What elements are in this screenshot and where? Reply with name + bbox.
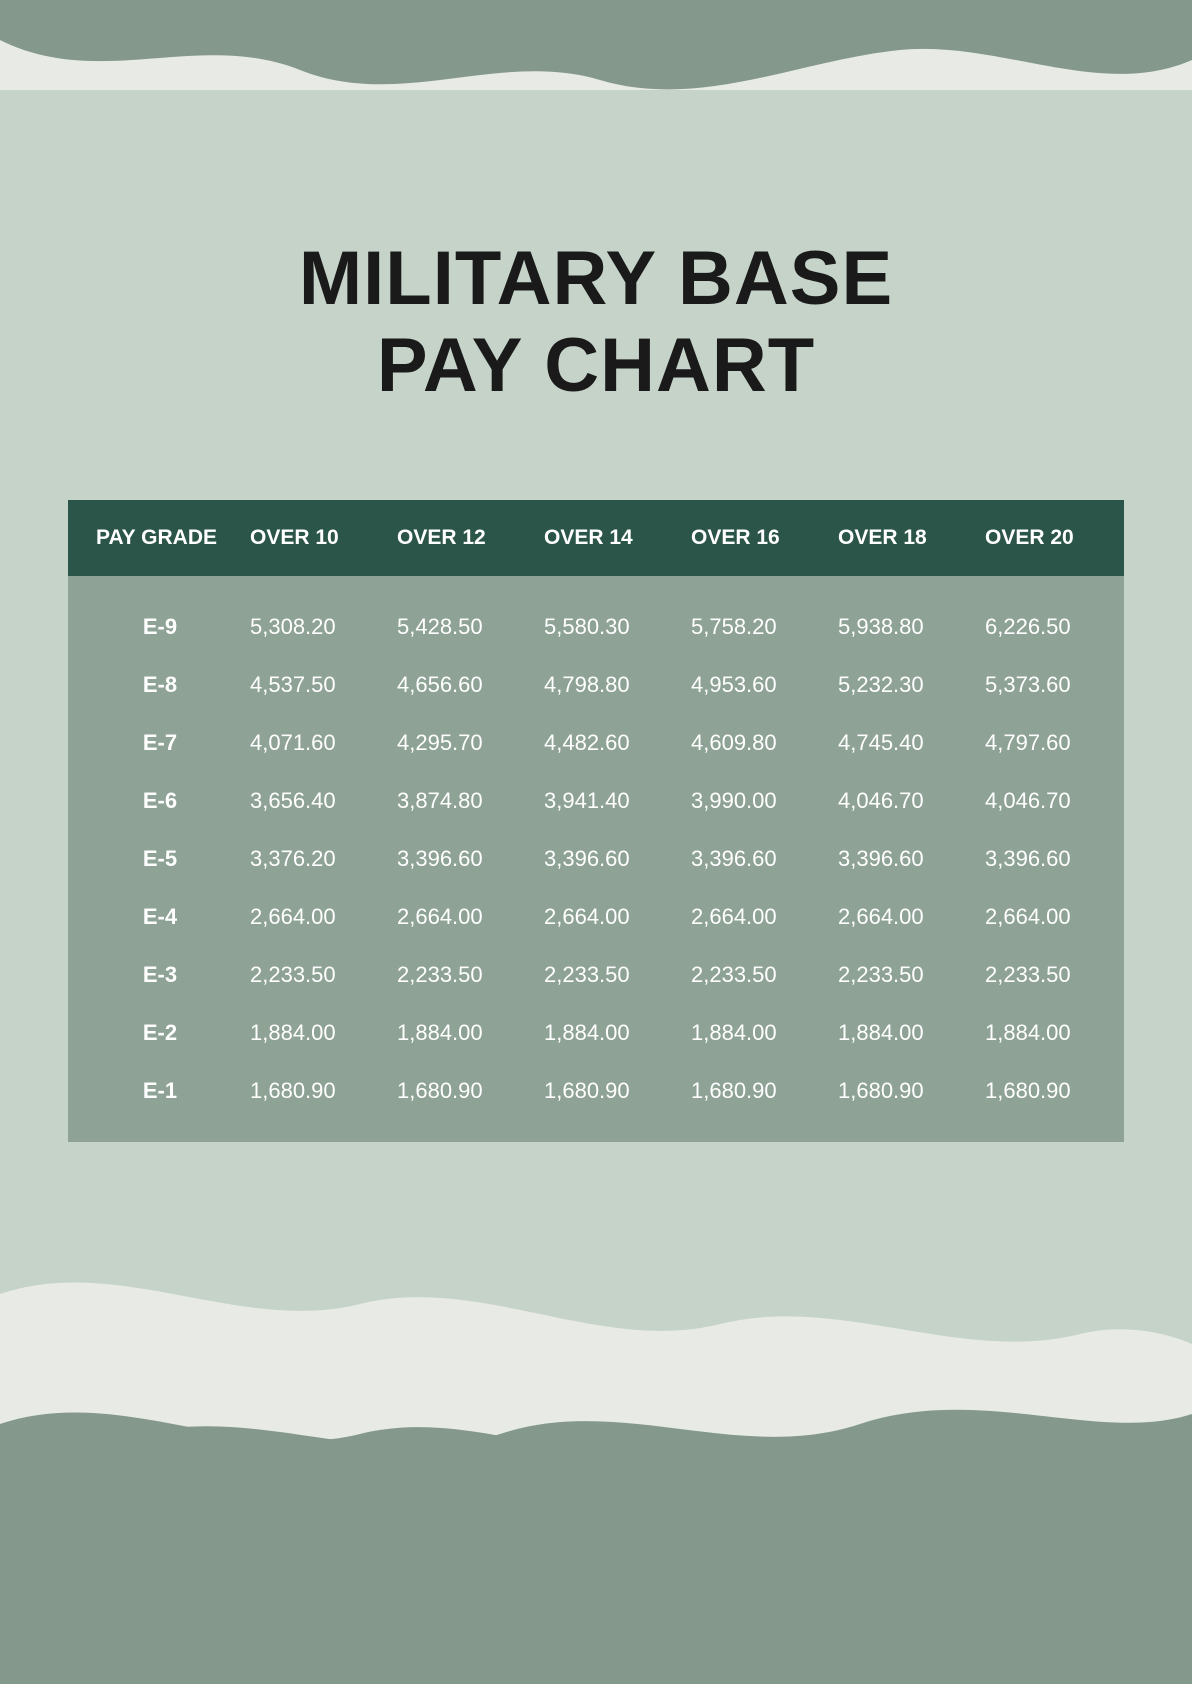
table-body: E-95,308.205,428.505,580.305,758.205,938…	[68, 576, 1124, 1142]
title-line-1: MILITARY BASE	[299, 236, 893, 321]
cell-value: 5,232.30	[828, 672, 975, 698]
table-row: E-21,884.001,884.001,884.001,884.001,884…	[68, 1004, 1124, 1062]
cell-value: 3,376.20	[240, 846, 387, 872]
table-row: E-11,680.901,680.901,680.901,680.901,680…	[68, 1062, 1124, 1120]
cell-grade: E-2	[68, 1020, 240, 1046]
cell-value: 4,656.60	[387, 672, 534, 698]
cell-value: 5,308.20	[240, 614, 387, 640]
cell-grade: E-6	[68, 788, 240, 814]
cell-value: 4,046.70	[975, 788, 1122, 814]
cell-value: 4,798.80	[534, 672, 681, 698]
col-header-over20: OVER 20	[975, 526, 1122, 550]
cell-value: 5,938.80	[828, 614, 975, 640]
cell-value: 5,758.20	[681, 614, 828, 640]
col-header-over18: OVER 18	[828, 526, 975, 550]
cell-value: 5,373.60	[975, 672, 1122, 698]
cell-value: 2,233.50	[681, 962, 828, 988]
table-row: E-84,537.504,656.604,798.804,953.605,232…	[68, 656, 1124, 714]
pay-table: PAY GRADE OVER 10 OVER 12 OVER 14 OVER 1…	[68, 500, 1124, 1142]
cell-value: 2,664.00	[828, 904, 975, 930]
cell-value: 1,884.00	[387, 1020, 534, 1046]
table-row: E-42,664.002,664.002,664.002,664.002,664…	[68, 888, 1124, 946]
cell-value: 4,482.60	[534, 730, 681, 756]
cell-value: 2,233.50	[534, 962, 681, 988]
cell-value: 2,664.00	[975, 904, 1122, 930]
cell-value: 1,680.90	[828, 1078, 975, 1104]
cell-value: 1,680.90	[534, 1078, 681, 1104]
cell-value: 2,664.00	[681, 904, 828, 930]
table-row: E-53,376.203,396.603,396.603,396.603,396…	[68, 830, 1124, 888]
cell-grade: E-1	[68, 1078, 240, 1104]
cell-value: 1,680.90	[387, 1078, 534, 1104]
cell-value: 2,233.50	[975, 962, 1122, 988]
col-header-over12: OVER 12	[387, 526, 534, 550]
cell-value: 4,295.70	[387, 730, 534, 756]
cell-value: 1,680.90	[975, 1078, 1122, 1104]
cell-value: 3,941.40	[534, 788, 681, 814]
col-header-grade: PAY GRADE	[68, 526, 240, 550]
table-row: E-95,308.205,428.505,580.305,758.205,938…	[68, 598, 1124, 656]
page-title: MILITARY BASE PAY CHART	[68, 235, 1124, 410]
table-row: E-63,656.403,874.803,941.403,990.004,046…	[68, 772, 1124, 830]
cell-value: 1,884.00	[534, 1020, 681, 1046]
cell-value: 1,884.00	[828, 1020, 975, 1046]
cell-grade: E-3	[68, 962, 240, 988]
col-header-over10: OVER 10	[240, 526, 387, 550]
cell-value: 4,071.60	[240, 730, 387, 756]
cell-grade: E-5	[68, 846, 240, 872]
cell-value: 6,226.50	[975, 614, 1122, 640]
wave-bottom-dark	[0, 1344, 1192, 1684]
col-header-over14: OVER 14	[534, 526, 681, 550]
table-row: E-32,233.502,233.502,233.502,233.502,233…	[68, 946, 1124, 1004]
cell-value: 2,233.50	[828, 962, 975, 988]
cell-value: 4,537.50	[240, 672, 387, 698]
cell-grade: E-9	[68, 614, 240, 640]
cell-grade: E-4	[68, 904, 240, 930]
cell-value: 2,233.50	[387, 962, 534, 988]
cell-value: 2,233.50	[240, 962, 387, 988]
cell-value: 1,680.90	[240, 1078, 387, 1104]
cell-grade: E-8	[68, 672, 240, 698]
cell-value: 3,396.60	[975, 846, 1122, 872]
cell-value: 1,884.00	[681, 1020, 828, 1046]
cell-value: 3,396.60	[387, 846, 534, 872]
cell-value: 4,797.60	[975, 730, 1122, 756]
cell-value: 1,680.90	[681, 1078, 828, 1104]
cell-grade: E-7	[68, 730, 240, 756]
cell-value: 5,428.50	[387, 614, 534, 640]
title-line-2: PAY CHART	[377, 323, 815, 408]
cell-value: 3,396.60	[828, 846, 975, 872]
cell-value: 4,953.60	[681, 672, 828, 698]
table-header-row: PAY GRADE OVER 10 OVER 12 OVER 14 OVER 1…	[68, 500, 1124, 576]
cell-value: 2,664.00	[240, 904, 387, 930]
cell-value: 3,396.60	[534, 846, 681, 872]
cell-value: 1,884.00	[240, 1020, 387, 1046]
cell-value: 4,745.40	[828, 730, 975, 756]
cell-value: 1,884.00	[975, 1020, 1122, 1046]
cell-value: 5,580.30	[534, 614, 681, 640]
table-row: E-74,071.604,295.704,482.604,609.804,745…	[68, 714, 1124, 772]
cell-value: 3,396.60	[681, 846, 828, 872]
cell-value: 4,609.80	[681, 730, 828, 756]
cell-value: 2,664.00	[387, 904, 534, 930]
cell-value: 2,664.00	[534, 904, 681, 930]
col-header-over16: OVER 16	[681, 526, 828, 550]
cell-value: 3,990.00	[681, 788, 828, 814]
cell-value: 4,046.70	[828, 788, 975, 814]
cell-value: 3,656.40	[240, 788, 387, 814]
cell-value: 3,874.80	[387, 788, 534, 814]
